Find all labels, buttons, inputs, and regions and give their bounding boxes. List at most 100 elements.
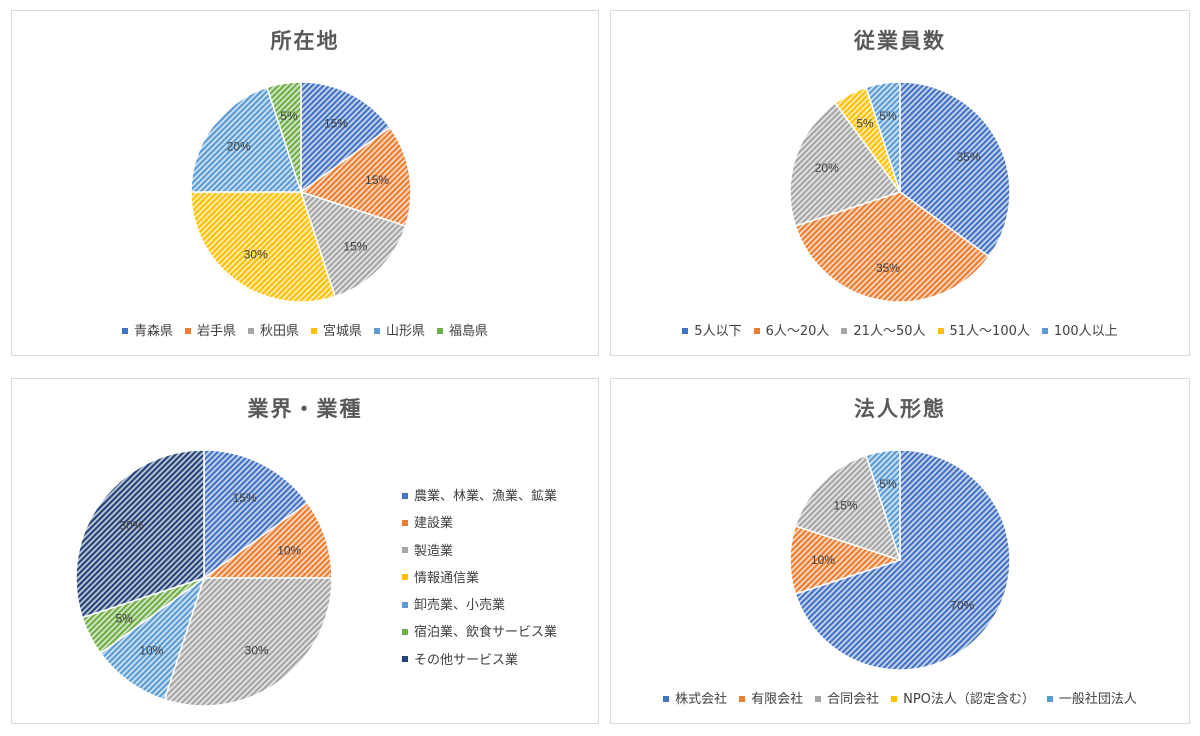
legend-swatch <box>402 574 408 581</box>
legend-swatch <box>1046 695 1053 702</box>
pie-slice <box>99 576 206 701</box>
legend-swatch <box>311 327 317 334</box>
pie-chart-employees: 35% 35% 20% 5% 5% <box>789 81 1011 303</box>
slice-data-label: 5% <box>856 116 874 130</box>
pie-slice <box>794 449 1011 671</box>
legend-label: 株式会社 <box>675 692 728 707</box>
legend-label: 農業、林業、漁業、鉱業 <box>414 489 558 504</box>
legend-swatch <box>402 628 408 635</box>
legend-swatch <box>663 695 670 702</box>
legend-item: 青森県 <box>121 320 173 339</box>
chart-legend: 青森県 岩手県 秋田県 宮城県 山形県 福島県 <box>12 320 598 339</box>
slice-data-label: 30% <box>245 643 269 657</box>
legend-label: 21人～50人 <box>853 324 926 339</box>
legend-swatch <box>184 327 191 334</box>
legend-swatch <box>437 327 444 334</box>
legend-item: 21人～50人 <box>841 320 926 339</box>
legend-label: 福島県 <box>449 324 489 339</box>
pie-slice <box>163 577 333 707</box>
legend-swatch <box>402 519 408 526</box>
legend-label: 岩手県 <box>196 324 236 339</box>
slice-data-label: 5% <box>879 477 897 491</box>
legend-item: 宿泊業、飲食サービス業 <box>402 619 557 646</box>
legend-swatch <box>121 327 128 334</box>
legend-swatch <box>937 327 944 334</box>
pie-slice <box>789 101 902 227</box>
legend-swatch <box>402 492 408 499</box>
legend-label: 5人以下 <box>694 324 742 339</box>
legend-swatch <box>402 547 408 554</box>
legend-label: 宿泊業、飲食サービス業 <box>414 625 558 641</box>
slice-data-label: 15% <box>365 173 389 187</box>
chart-title: 従業員数 <box>854 29 946 53</box>
chart-title: 所在地 <box>270 29 340 53</box>
pie-slice <box>865 81 901 193</box>
pie-slice <box>190 191 336 303</box>
legend-swatch <box>374 327 381 334</box>
pie-slice <box>203 449 309 580</box>
slice-data-label: 35% <box>957 150 981 164</box>
legend-swatch <box>402 656 408 663</box>
chart-title: 業界・業種 <box>247 397 363 421</box>
legend-label: 青森県 <box>133 324 173 339</box>
legend-swatch <box>1041 327 1048 334</box>
legend-swatch <box>841 327 848 334</box>
legend-label: 6人～20人 <box>765 324 830 339</box>
legend-label: 宮城県 <box>323 324 363 339</box>
slice-data-label: 5% <box>280 109 298 123</box>
legend-swatch <box>739 695 746 702</box>
legend-label: NPO法人（認定含む） <box>903 692 1035 707</box>
legend-label: 秋田県 <box>259 324 299 339</box>
slice-data-label: 10% <box>139 643 163 657</box>
legend-item: 建設業 <box>402 510 557 537</box>
legend-item: NPO法人（認定含む） <box>891 688 1035 707</box>
legend-swatch <box>682 327 689 334</box>
chart-legend: 株式会社 有限会社 合同会社 NPO法人（認定含む） 一般社団法人 <box>611 688 1189 707</box>
legend-item: 福島県 <box>437 320 488 339</box>
slice-data-label: 10% <box>277 543 301 557</box>
legend-item: その他サービス業 <box>402 647 557 674</box>
pie-slice <box>299 126 412 227</box>
pie-slice <box>300 81 392 194</box>
legend-item: 有限会社 <box>739 688 803 707</box>
pie-slice <box>75 449 205 619</box>
slice-data-label: 10% <box>811 553 835 567</box>
legend-swatch <box>247 327 254 334</box>
slice-data-label: 15% <box>343 239 367 253</box>
legend-item: 岩手県 <box>184 320 236 339</box>
pie-slice <box>794 191 991 303</box>
slice-data-label: 70% <box>950 598 974 612</box>
legend-label: 情報通信業 <box>414 570 480 586</box>
pie-chart-location: 15% 15% 15% 30% 20% 5% <box>190 81 412 303</box>
legend-item: 合同会社 <box>815 688 879 707</box>
legend-swatch <box>753 327 760 334</box>
legend-swatch <box>815 695 822 702</box>
legend-item: 一般社団法人 <box>1046 688 1137 707</box>
legend-item: 100人以上 <box>1041 320 1118 339</box>
chart-panel-corporate-type: 法人形態 70% 10% 15% 5% 株式会社 有限会社 合同会社 NPO法人（認定含む）… <box>610 378 1190 724</box>
legend-item: 51人～100人 <box>937 320 1030 339</box>
legend-label: その他サービス業 <box>414 652 519 668</box>
legend-item: 卸売業、小売業 <box>402 592 557 619</box>
legend-item: 山形県 <box>374 320 425 339</box>
chart-panel-location: 所在地 15% 15% 15% 30% 20% 5% 青森県 岩手県 秋田県 宮城県 山形県 福島県 <box>11 10 599 356</box>
legend-label: 山形県 <box>386 324 426 339</box>
chart-panel-employees: 従業員数 35% 35% 20% 5% 5% 5人以下 6人～20人 21人～50人 51人～… <box>610 10 1190 356</box>
slice-data-label: 20% <box>815 161 839 175</box>
slice-data-label: 5% <box>879 109 897 123</box>
chart-legend: 農業、林業、漁業、鉱業 建設業製造業情報通信業卸売業、小売業宿泊業、飲食サービス業… <box>402 483 557 674</box>
legend-label: 100人以上 <box>1053 324 1118 339</box>
legend-item: 製造業 <box>402 538 557 565</box>
legend-item: 秋田県 <box>247 320 299 339</box>
legend-label: 製造業 <box>414 543 454 559</box>
chart-title: 法人形態 <box>854 397 946 421</box>
chart-panel-industry: 業界・業種 15% 10% 30% 10% 5% 30% 農業、林業、漁業、鉱業 建設業 製造… <box>11 378 599 724</box>
pie-slice <box>266 81 302 193</box>
legend-label: 一般社団法人 <box>1058 692 1137 707</box>
legend-label: 合同会社 <box>827 692 880 707</box>
legend-swatch <box>891 695 898 702</box>
slice-data-label: 15% <box>233 491 257 505</box>
pie-slice <box>190 86 303 193</box>
legend-label: 建設業 <box>414 516 454 532</box>
legend-item: 農業、林業、漁業、鉱業 <box>402 483 557 510</box>
